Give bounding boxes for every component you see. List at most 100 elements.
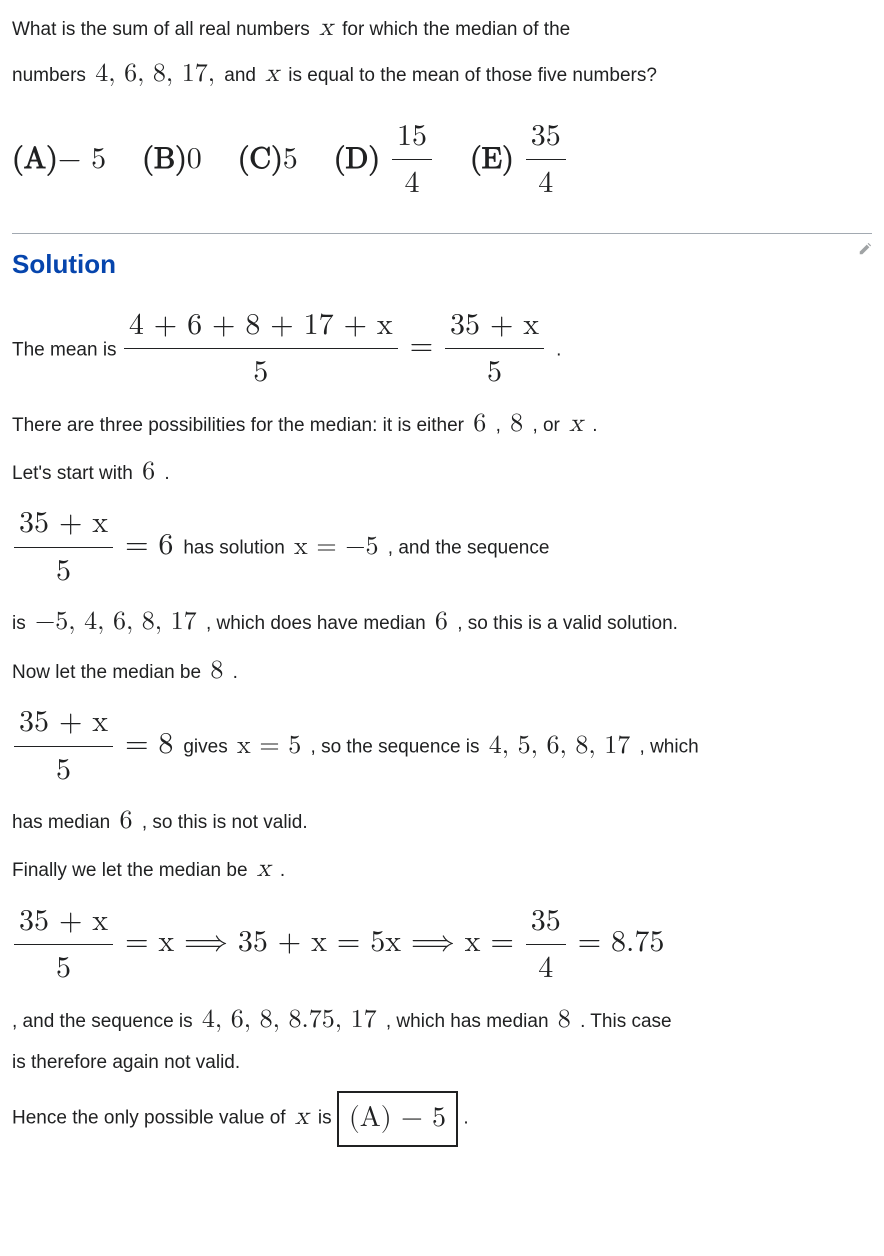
math-expr: x = −5 <box>290 534 382 560</box>
mean-line: The mean is 4 + 6 + 8 + 17 + x 5 = 35 + … <box>12 302 872 396</box>
answer-b: (B) 0 <box>142 136 202 183</box>
answer-value: − 5 <box>58 136 106 183</box>
text: Now let the median be <box>12 662 206 683</box>
case-8-invalid-line: has median 6 , so this is not valid. <box>12 801 872 841</box>
text: and <box>224 65 261 86</box>
case-6-eq-line: 35 + x 5 = 6 has solution x = −5 , and t… <box>12 500 872 594</box>
fraction: 35 + x 5 <box>14 699 113 793</box>
text: , so this is not valid. <box>142 812 308 833</box>
numerator: 35 + x <box>14 500 113 547</box>
fraction: 35 4 <box>526 113 566 207</box>
fraction: 35 4 <box>526 898 566 992</box>
case-x-eq-line: 35 + x 5 = x ⟹ 35 + x = 5x ⟹ x = 35 4 = … <box>12 898 872 992</box>
finally-x-line: Finally we let the median be x . <box>12 849 872 889</box>
section-divider <box>12 233 872 234</box>
text: . <box>463 1108 468 1129</box>
equals: = 6 <box>125 530 173 560</box>
text: is <box>318 1108 337 1129</box>
text: , which does have median <box>206 613 431 634</box>
case-x-invalid-line: is therefore again not valid. <box>12 1048 872 1077</box>
fraction: 15 4 <box>392 113 432 207</box>
math-num: 6 <box>138 459 159 485</box>
text: . <box>164 463 169 484</box>
text: Let's start with <box>12 463 138 484</box>
case-8-eq-line: 35 + x 5 = 8 gives x = 5 , so the sequen… <box>12 699 872 793</box>
text: , and the sequence is <box>12 1011 198 1032</box>
fraction: 35 + x 5 <box>14 500 113 594</box>
case-6-seq-line: is −5, 4, 6, 8, 17 , which does have med… <box>12 602 872 642</box>
answer-e: (E) 35 4 <box>470 113 568 207</box>
boxed-answer: (A) − 5 <box>337 1091 458 1146</box>
sequence: 4, 6, 8, 8.75, 17 <box>198 1007 381 1033</box>
math-expr: 4 + 6 + 8 + 17 + x 5 = 35 + x 5 <box>122 331 556 361</box>
text: is therefore again not valid. <box>12 1052 240 1073</box>
math-expr: 35 + x 5 = 6 <box>12 530 183 560</box>
math-expr: 35 + x 5 = 8 <box>12 729 183 759</box>
equals: = 8 <box>125 729 173 759</box>
answer-choices: (A) − 5 (B) 0 (C) 5 (D) 15 4 (E) 35 4 <box>12 113 872 207</box>
answer-value: 0 <box>187 136 202 183</box>
answer-label: (A) <box>12 136 58 183</box>
denominator: 5 <box>124 348 398 396</box>
sequence: 4, 5, 6, 8, 17 <box>485 733 634 759</box>
text: , and the sequence <box>388 538 550 559</box>
denominator: 4 <box>392 159 432 207</box>
now-8-line: Now let the median be 8 . <box>12 651 872 691</box>
fraction: 35 + x 5 <box>14 898 113 992</box>
answer-value: 5 <box>283 136 298 183</box>
text: is <box>12 613 31 634</box>
math-num: 6 <box>431 609 452 635</box>
text: has median <box>12 812 116 833</box>
answer-label: (C) <box>238 136 283 183</box>
math-chain: = x ⟹ 35 + x = 5x ⟹ x = <box>125 927 524 957</box>
denominator: 5 <box>14 944 113 992</box>
math-num: 6 <box>469 411 490 437</box>
answer-a: (A) − 5 <box>12 136 106 183</box>
denominator: 5 <box>14 746 113 794</box>
answer-label: (E) <box>470 136 514 183</box>
math-num: 6 <box>116 808 137 834</box>
denominator: 5 <box>445 348 544 396</box>
math-num: 8 <box>554 1007 575 1033</box>
math-expr: x = 5 <box>233 733 305 759</box>
text: numbers <box>12 65 91 86</box>
sequence: −5, 4, 6, 8, 17 <box>31 609 201 635</box>
math-num: 8 <box>206 658 227 684</box>
text: is equal to the mean of those five numbe… <box>288 65 657 86</box>
denominator: 4 <box>526 944 566 992</box>
text: Finally we let the median be <box>12 860 253 881</box>
numerator: 35 + x <box>14 898 113 945</box>
start-6-line: Let's start with 6 . <box>12 452 872 492</box>
text: , or <box>532 415 565 436</box>
text: What is the sum of all real numbers <box>12 19 315 40</box>
numerator: 35 <box>526 898 566 945</box>
edit-icon[interactable] <box>858 242 872 256</box>
solution-heading: Solution <box>12 244 872 284</box>
math-expr: 35 + x 5 = x ⟹ 35 + x = 5x ⟹ x = 35 4 = … <box>12 927 664 957</box>
answer-d: (D) 15 4 <box>334 113 434 207</box>
denominator: 5 <box>14 547 113 595</box>
text: , which <box>640 737 699 758</box>
math-var-x: x <box>261 61 283 87</box>
math-var-x: x <box>253 856 275 882</box>
numerator: 35 <box>526 113 566 160</box>
possibilities-line: There are three possibilities for the me… <box>12 404 872 444</box>
math-tail: = 8.75 <box>578 927 665 957</box>
numerator: 15 <box>392 113 432 160</box>
math-var-x: x <box>565 411 587 437</box>
fraction: 35 + x 5 <box>445 302 544 396</box>
text: gives <box>183 737 233 758</box>
number-list: 4, 6, 8, 17, <box>91 61 219 87</box>
math-var-x: x <box>315 15 337 41</box>
text: , which has median <box>386 1011 554 1032</box>
math-var-x: x <box>291 1104 313 1130</box>
text: . <box>556 339 561 360</box>
text: The mean is <box>12 339 122 360</box>
equals: = <box>410 331 443 361</box>
text: There are three possibilities for the me… <box>12 415 469 436</box>
text: . <box>280 860 285 881</box>
math-num: 8 <box>506 411 527 437</box>
problem-line-2: numbers 4, 6, 8, 17, and x is equal to t… <box>12 54 872 94</box>
text: for which the median of the <box>342 19 570 40</box>
answer-c: (C) 5 <box>238 136 298 183</box>
